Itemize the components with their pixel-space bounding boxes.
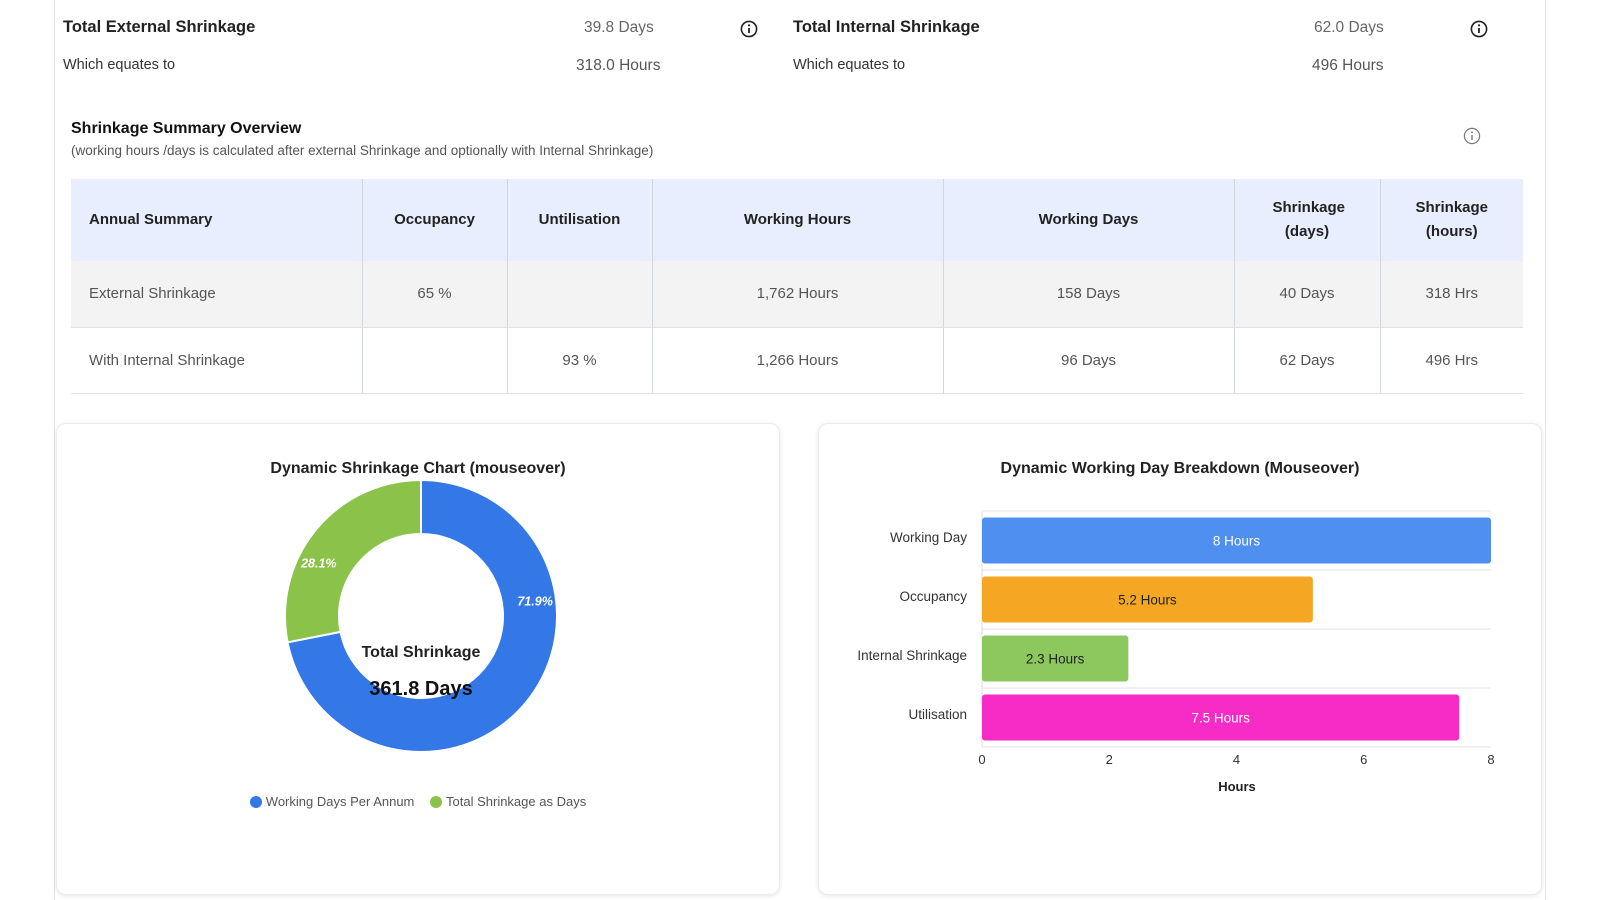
column-header: Occupancy — [362, 179, 508, 261]
x-tick-label: 0 — [978, 752, 985, 767]
table-cell: 1,266 Hours — [652, 327, 944, 394]
x-tick-label: 6 — [1360, 752, 1367, 767]
overview-subtitle: (working hours /days is calculated after… — [71, 143, 654, 158]
donut-center-label: Total Shrinkage — [362, 644, 481, 661]
external-equates-label: Which equates to — [63, 57, 176, 73]
external-shrinkage-title: Total External Shrinkage — [63, 18, 256, 36]
bar-category-label: Occupancy — [899, 589, 967, 604]
column-header: Shrinkage (days) — [1234, 179, 1381, 261]
overview-title: Shrinkage Summary Overview — [71, 120, 302, 137]
donut-slice[interactable] — [286, 479, 558, 753]
info-icon[interactable] — [1463, 127, 1481, 145]
column-header: Shrinkage (hours) — [1380, 179, 1523, 261]
table-header-row: Annual Summary Occupancy Untilisation Wo… — [71, 179, 1523, 261]
legend-label: Total Shrinkage as Days — [446, 794, 587, 809]
table-cell: 496 Hrs — [1380, 327, 1523, 394]
external-shrinkage-days: 39.8 Days — [584, 19, 654, 36]
column-header: Working Days — [943, 179, 1235, 261]
working-day-chart-card: Dynamic Working Day Breakdown (Mouseover… — [818, 423, 1542, 895]
internal-shrinkage-days: 62.0 Days — [1314, 19, 1384, 36]
bar[interactable] — [982, 635, 1129, 682]
bar-chart[interactable]: 8 Hours 5.2 Hours 2.3 Hours 7.5 Hours 0 2 4 6 8… — [819, 424, 1543, 844]
table-cell: 40 Days — [1234, 261, 1381, 328]
table-cell: 1,762 Hours — [652, 261, 944, 328]
info-icon[interactable] — [740, 20, 758, 38]
donut-slice[interactable] — [284, 479, 422, 644]
table-cell: 65 % — [362, 261, 508, 328]
table-row: With Internal Shrinkage 93 % 1,266 Hours… — [71, 327, 1523, 394]
bar-category-label: Utilisation — [908, 707, 967, 722]
internal-shrinkage-hours: 496 Hours — [1312, 57, 1384, 74]
column-header: Working Hours — [652, 179, 944, 261]
table-cell: With Internal Shrinkage — [71, 327, 363, 394]
legend-swatch — [430, 796, 443, 808]
column-header: Annual Summary — [71, 179, 363, 261]
legend-label: Working Days Per Annum — [265, 794, 415, 809]
shrinkage-chart-card: Dynamic Shrinkage Chart (mouseover) 71.9… — [56, 423, 780, 895]
legend-item[interactable]: Total Shrinkage as Days — [430, 794, 586, 809]
table-cell: 62 Days — [1234, 327, 1381, 394]
donut-chart[interactable]: 71.9% 28.1% Total Shrinkage 361.8 Days — [57, 479, 781, 779]
bar-value-label: 7.5 Hours — [1191, 711, 1250, 726]
bar-value-label: 2.3 Hours — [1026, 652, 1085, 667]
bar-value-label: 5.2 Hours — [1118, 593, 1177, 608]
bar-value-label: 8 Hours — [1213, 534, 1261, 549]
table-row: External Shrinkage 65 % 1,762 Hours 158 … — [71, 261, 1523, 328]
table-cell — [362, 327, 508, 394]
table-cell — [507, 261, 653, 328]
bar-category-labels: Working Day Occupancy Internal Shrinkage… — [819, 424, 967, 844]
bar[interactable] — [982, 517, 1491, 564]
column-header: Untilisation — [507, 179, 653, 261]
x-tick-label: 2 — [1106, 752, 1113, 767]
slice-percent-label: 28.1% — [300, 556, 336, 570]
donut-center-value: 361.8 Days — [369, 678, 472, 700]
info-icon[interactable] — [1470, 20, 1488, 38]
donut-legend: Working Days Per Annum Total Shrinkage a… — [57, 794, 779, 809]
external-shrinkage-hours: 318.0 Hours — [576, 57, 661, 74]
bar-category-label: Working Day — [889, 530, 967, 545]
x-tick-label: 4 — [1233, 752, 1240, 767]
x-tick-label: 8 — [1487, 752, 1494, 767]
internal-equates-label: Which equates to — [793, 57, 906, 73]
x-axis-title: Hours — [1218, 779, 1256, 794]
legend-item[interactable]: Working Days Per Annum — [249, 794, 415, 809]
bar-chart-title: Dynamic Working Day Breakdown (Mouseover… — [1000, 460, 1360, 477]
slice-percent-label: 71.9% — [517, 595, 552, 609]
donut-chart-title: Dynamic Shrinkage Chart (mouseover) — [270, 460, 566, 477]
bar[interactable] — [982, 576, 1313, 623]
table-cell: 158 Days — [943, 261, 1235, 328]
bar[interactable] — [982, 694, 1460, 741]
dashboard-frame — [54, 0, 1546, 900]
legend-swatch — [249, 796, 262, 808]
table-cell: 93 % — [507, 327, 653, 394]
internal-shrinkage-title: Total Internal Shrinkage — [793, 18, 980, 36]
table-cell: 96 Days — [943, 327, 1235, 394]
table-cell: External Shrinkage — [71, 261, 363, 328]
table-cell: 318 Hrs — [1380, 261, 1523, 328]
bar-category-label: Internal Shrinkage — [857, 648, 967, 663]
annual-summary-table: Annual Summary Occupancy Untilisation Wo… — [71, 179, 1523, 394]
